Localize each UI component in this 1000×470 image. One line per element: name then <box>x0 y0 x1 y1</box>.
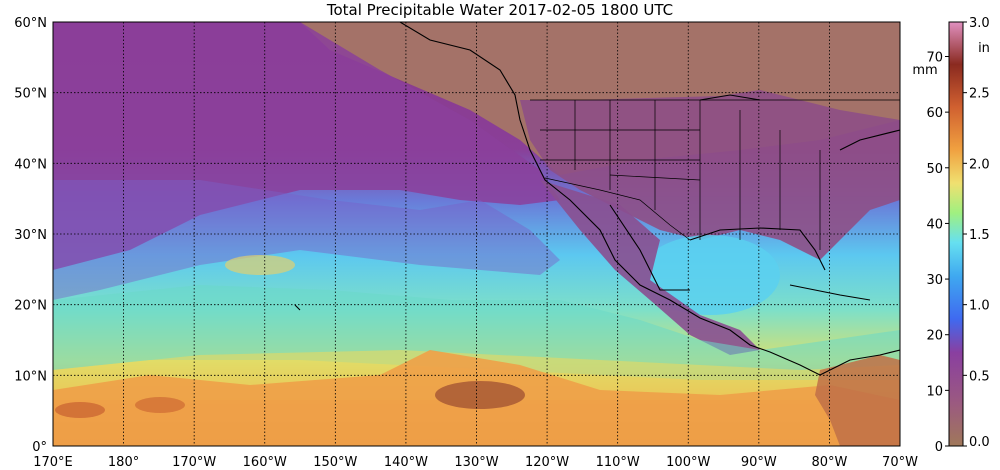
unit-mm-label: mm <box>912 63 937 78</box>
mm-tick-label: 70 <box>926 50 943 65</box>
borders <box>530 99 900 250</box>
map-title: Total Precipitable Water 2017-02-05 1800… <box>326 1 674 19</box>
lon-label: 80°W <box>811 455 847 470</box>
in-tick-label: 0.5 <box>969 369 990 384</box>
lat-label: 40°N <box>14 157 47 172</box>
colorbar: mm in 0 10 20 30 40 50 60 70 0.0 0.5 1.0 1.5 2.0 2.5… <box>912 16 990 455</box>
in-tick-label: 2.5 <box>969 87 990 102</box>
in-tick-label: 1.0 <box>969 299 990 314</box>
lon-label: 120°W <box>525 455 569 470</box>
mm-tick-label: 20 <box>926 329 943 344</box>
lon-label: 150°W <box>313 455 357 470</box>
lon-label: 140°W <box>384 455 428 470</box>
unit-in-label: in <box>978 41 990 56</box>
lon-label: 180° <box>108 455 139 470</box>
lon-label: 70°W <box>882 455 918 470</box>
longitude-labels: 170°E 180° 170°W 160°W 150°W 140°W 130°W 120°W 1… <box>33 455 918 470</box>
lon-label: 100°W <box>666 455 710 470</box>
mm-tick-label: 30 <box>926 273 943 288</box>
lon-label: 170°E <box>33 455 73 470</box>
lat-label: 30°N <box>14 228 47 243</box>
map-panel <box>53 22 900 446</box>
mm-tick-label: 60 <box>926 106 943 121</box>
lon-label: 130°W <box>454 455 498 470</box>
lat-label: 50°N <box>14 87 47 102</box>
lon-label: 160°W <box>243 455 287 470</box>
colorbar-scale <box>948 21 964 447</box>
mm-tick-label: 0 <box>935 440 943 455</box>
lat-label: 20°N <box>14 299 47 314</box>
mm-tick-label: 10 <box>926 384 943 399</box>
lon-label: 110°W <box>596 455 640 470</box>
in-ticks: 0.0 0.5 1.0 1.5 2.0 2.5 3.0 <box>963 16 990 450</box>
in-tick-label: 3.0 <box>969 16 990 31</box>
map-frame <box>52 21 901 447</box>
lat-label: 0° <box>32 440 47 455</box>
in-tick-label: 0.0 <box>969 435 990 450</box>
coastlines <box>294 22 900 376</box>
graticule <box>53 22 900 446</box>
in-tick-label: 2.0 <box>969 157 990 172</box>
mm-tick-label: 40 <box>926 217 943 232</box>
lon-label: 170°W <box>172 455 216 470</box>
lat-label: 10°N <box>14 369 47 384</box>
mm-ticks: 0 10 20 30 40 50 60 70 <box>926 50 949 455</box>
lon-label: 90°W <box>741 455 777 470</box>
in-tick-label: 1.5 <box>969 228 990 243</box>
lat-label: 60°N <box>14 16 47 31</box>
mm-tick-label: 50 <box>926 162 943 177</box>
latitude-labels: 60°N 50°N 40°N 30°N 20°N 10°N 0° <box>14 16 47 455</box>
